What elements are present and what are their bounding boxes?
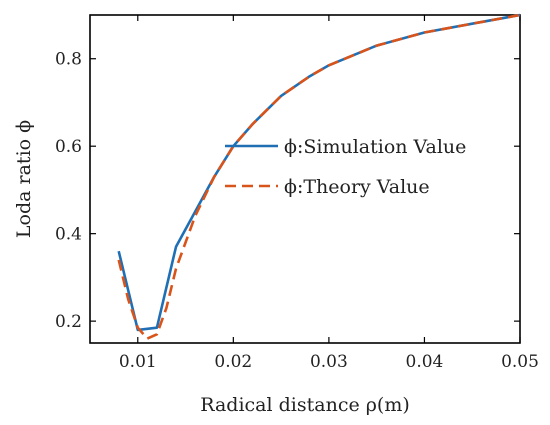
x-tick-label: 0.05 (501, 352, 539, 372)
legend-label-1: ϕ:Theory Value (284, 176, 430, 198)
x-tick-label: 0.03 (310, 352, 348, 372)
x-tick-label: 0.04 (406, 352, 444, 372)
axes-layer: 0.01 0.02 0.03 0.04 0.05 0.2 0.4 0.6 0.8 (55, 14, 539, 372)
series-layer (117, 13, 521, 340)
plot-frame (89, 14, 521, 344)
y-tick-label: 0.8 (55, 50, 82, 70)
x-tick-label: 0.01 (119, 352, 157, 372)
x-axis-label: Radical distance ρ(m) (200, 394, 410, 416)
y-tick-label: 0.6 (55, 137, 82, 157)
legend: ϕ:Simulation Value ϕ:Theory Value (225, 136, 466, 198)
series-line-0 (117, 13, 521, 332)
y-tick-label: 0.2 (55, 312, 82, 332)
legend-label-0: ϕ:Simulation Value (284, 136, 466, 158)
x-tick-label: 0.02 (214, 352, 252, 372)
y-tick-label: 0.4 (55, 225, 82, 245)
y-axis-label: Loda ratio ϕ (13, 120, 35, 238)
series-line-1 (117, 13, 521, 340)
